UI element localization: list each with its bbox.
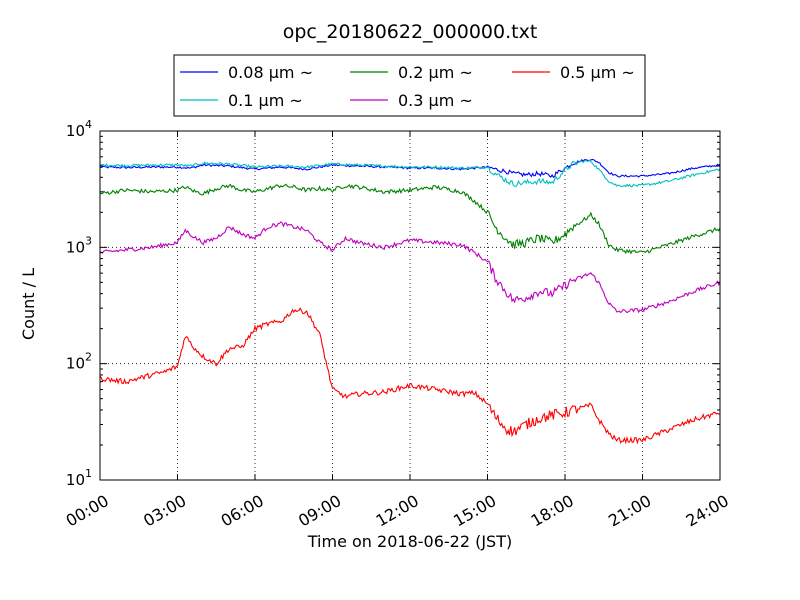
- y-tick-base: 10: [66, 122, 85, 140]
- y-axis-label: Count / L: [19, 268, 38, 340]
- y-tick-exponent: 1: [85, 467, 92, 480]
- series-line-3: [99, 183, 721, 255]
- y-tick-label: 101: [66, 467, 92, 489]
- x-axis-label: Time on 2018-06-22 (JST): [307, 532, 512, 551]
- y-tick-base: 10: [66, 471, 85, 489]
- y-tick-label: 102: [66, 351, 92, 373]
- legend-label-5: 0.5 μm ~: [560, 63, 635, 82]
- y-tick-label: 104: [66, 118, 92, 140]
- legend-box: [173, 54, 646, 117]
- y-tick-exponent: 4: [85, 118, 92, 131]
- y-tick-exponent: 3: [85, 234, 92, 247]
- legend-label-1: 0.08 μm ~: [228, 63, 313, 82]
- legend: 0.08 μm ~ 0.1 μm ~ 0.2 μm ~ 0.3 μm ~ 0.5 μm …: [173, 54, 646, 117]
- series-line-2: [99, 159, 721, 188]
- y-tick-base: 10: [66, 355, 85, 373]
- chart-title: opc_20180622_000000.txt: [283, 21, 538, 43]
- legend-label-2: 0.1 μm ~: [228, 91, 303, 110]
- series-line-4: [99, 221, 721, 314]
- y-tick-base: 10: [66, 238, 85, 256]
- series-line-5: [99, 307, 721, 445]
- y-tick-label: 103: [66, 234, 92, 256]
- y-tick-exponent: 2: [85, 351, 92, 364]
- legend-label-3: 0.2 μm ~: [398, 63, 473, 82]
- series-line-1: [99, 158, 721, 178]
- legend-label-4: 0.3 μm ~: [398, 91, 473, 110]
